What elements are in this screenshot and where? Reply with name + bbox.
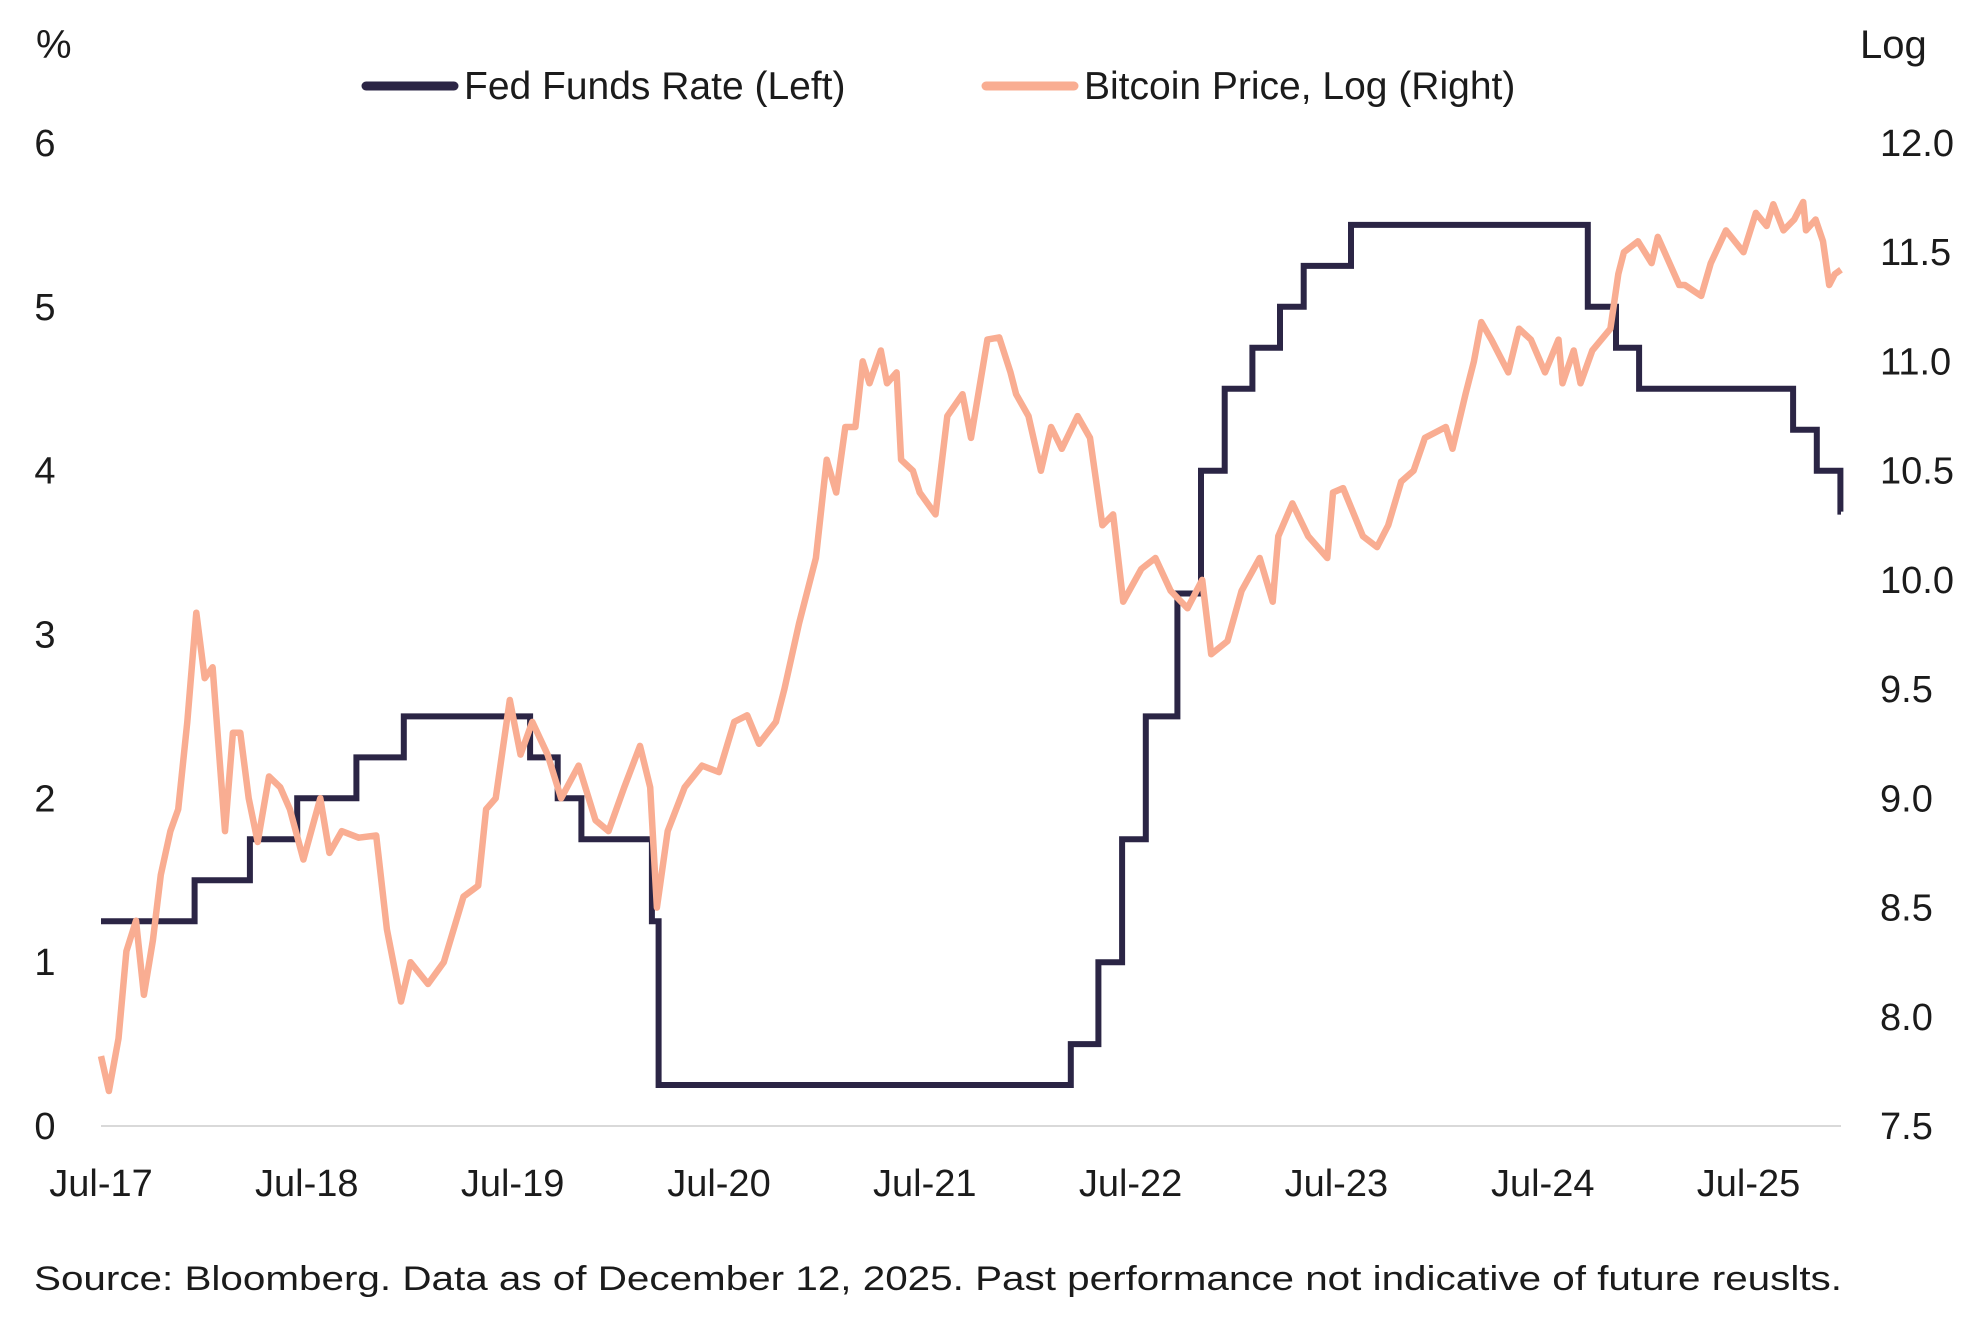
left-tick-label: 3	[34, 615, 55, 657]
left-axis-unit-label: %	[36, 23, 72, 67]
right-tick-label: 10.5	[1880, 451, 1954, 493]
right-tick-label: 9.0	[1880, 778, 1933, 820]
bitcoin-price-line	[97, 198, 1843, 1095]
x-tick-label: Jul-20	[667, 1163, 771, 1205]
x-axis-ticks: Jul-17 Jul-18 Jul-19 Jul-20 Jul-21 Jul-22 Jul-…	[49, 1163, 1800, 1205]
series-layer	[97, 198, 1844, 1095]
right-tick-label: 7.5	[1880, 1106, 1933, 1148]
x-tick-label: Jul-24	[1491, 1163, 1595, 1205]
left-tick-label: 6	[34, 123, 55, 165]
right-tick-label: 11.0	[1880, 341, 1951, 383]
source-note: Source: Bloomberg. Data as of December 1…	[34, 1260, 1842, 1298]
legend-label-fed-funds: Fed Funds Rate (Left)	[464, 65, 846, 108]
right-tick-label: 10.0	[1880, 560, 1954, 602]
left-tick-label: 5	[34, 287, 55, 329]
x-tick-label: Jul-19	[461, 1163, 565, 1205]
right-tick-label: 11.5	[1880, 232, 1951, 274]
x-tick-label: Jul-21	[873, 1163, 977, 1205]
x-tick-label: Jul-22	[1079, 1163, 1183, 1205]
right-axis-ticks: 7.5 8.0 8.5 9.0 9.5 10.0 10.5 11.0 11.5 12.0	[1880, 123, 1954, 1148]
legend-label-bitcoin: Bitcoin Price, Log (Right)	[1084, 65, 1515, 108]
x-tick-label: Jul-25	[1697, 1163, 1801, 1205]
right-axis-unit-label: Log	[1860, 23, 1927, 67]
right-tick-label: 8.0	[1880, 997, 1933, 1039]
x-tick-label: Jul-18	[255, 1163, 359, 1205]
legend: Fed Funds Rate (Left) Bitcoin Price, Log…	[361, 65, 1515, 108]
left-tick-label: 1	[34, 942, 55, 984]
right-tick-label: 12.0	[1880, 123, 1954, 165]
left-tick-label: 2	[34, 778, 55, 820]
right-tick-label: 9.5	[1880, 669, 1933, 711]
left-axis-ticks: 0 1 2 3 4 5 6	[34, 123, 55, 1148]
left-tick-label: 0	[34, 1106, 55, 1148]
left-tick-label: 4	[34, 451, 55, 493]
x-tick-label: Jul-17	[49, 1163, 153, 1205]
x-tick-label: Jul-23	[1285, 1163, 1389, 1205]
fed-funds-rate-line	[101, 221, 1844, 1088]
right-tick-label: 8.5	[1880, 888, 1933, 930]
